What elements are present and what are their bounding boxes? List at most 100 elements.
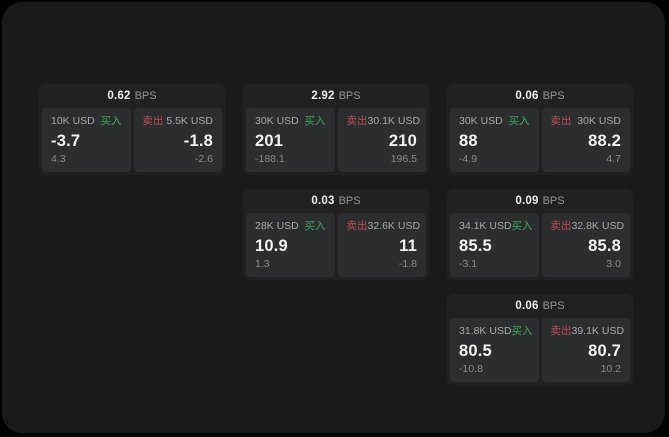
buy-price: 10.9 — [255, 237, 288, 255]
quote-card: 0.06 BPS 30K USD 买入 88 -4.9 卖出 30K USD 8… — [447, 84, 633, 175]
sell-delta: 196.5 — [390, 153, 417, 165]
buy-price: -3.7 — [51, 132, 81, 150]
quote-card: 2.92 BPS 30K USD 买入 201 -188.1 卖出 30.1K … — [243, 84, 429, 175]
buy-delta: -4.9 — [459, 153, 478, 165]
quote-card: 0.06 BPS 31.8K USD 买入 80.5 -10.8 卖出 39.1… — [447, 294, 633, 385]
sell-price: 88.2 — [588, 132, 621, 150]
sell-price: 210 — [388, 132, 417, 150]
quote-card: 0.09 BPS 34.1K USD 买入 85.5 -3.1 卖出 32.8K… — [447, 189, 633, 280]
sell-action-label[interactable]: 卖出 — [550, 220, 572, 232]
buy-price: 80.5 — [459, 342, 492, 360]
buy-action-label[interactable]: 买入 — [511, 220, 533, 232]
buy-delta: 1.3 — [255, 258, 270, 270]
sell-amount: 39.1K USD — [571, 325, 625, 337]
sell-panel[interactable]: 卖出 30K USD 88.2 4.7 — [541, 108, 630, 172]
sell-delta: 10.2 — [600, 363, 621, 375]
bps-unit-label: BPS — [338, 90, 361, 102]
buy-delta: -188.1 — [255, 153, 285, 165]
buy-panel[interactable]: 31.8K USD 买入 80.5 -10.8 — [450, 318, 539, 382]
sell-panel-top: 卖出 32.6K USD — [346, 220, 421, 232]
app-surface: 0.62 BPS 10K USD 买入 -3.7 4.3 卖出 5.5K USD… — [2, 2, 665, 433]
card-body: 31.8K USD 买入 80.5 -10.8 卖出 39.1K USD 80.… — [450, 318, 630, 382]
sell-delta: -1.8 — [398, 258, 417, 270]
sell-price: -1.8 — [183, 132, 213, 150]
buy-panel[interactable]: 30K USD 买入 88 -4.9 — [450, 108, 539, 172]
bps-value: 0.03 — [311, 195, 335, 207]
buy-panel[interactable]: 30K USD 买入 201 -188.1 — [246, 108, 335, 172]
sell-price: 85.8 — [588, 237, 621, 255]
buy-delta: -3.1 — [459, 258, 478, 270]
sell-amount: 30K USD — [577, 115, 621, 127]
sell-amount: 32.6K USD — [367, 220, 421, 232]
sell-panel[interactable]: 卖出 39.1K USD 80.7 10.2 — [541, 318, 630, 382]
sell-action-label[interactable]: 卖出 — [346, 115, 368, 127]
buy-action-label[interactable]: 买入 — [304, 220, 326, 232]
sell-panel[interactable]: 卖出 5.5K USD -1.8 -2.6 — [133, 108, 222, 172]
sell-delta: 3.0 — [606, 258, 621, 270]
buy-panel-top: 10K USD 买入 — [51, 115, 122, 127]
sell-panel[interactable]: 卖出 32.8K USD 85.8 3.0 — [541, 213, 630, 277]
buy-amount: 28K USD — [255, 220, 299, 232]
card-header: 0.06 BPS — [447, 84, 633, 108]
cards-grid: 0.62 BPS 10K USD 买入 -3.7 4.3 卖出 5.5K USD… — [39, 84, 633, 385]
card-header: 0.03 BPS — [243, 189, 429, 213]
sell-delta: -2.6 — [194, 153, 213, 165]
bps-value: 0.06 — [515, 300, 539, 312]
buy-price: 201 — [255, 132, 284, 150]
card-header: 0.09 BPS — [447, 189, 633, 213]
buy-delta: -10.8 — [459, 363, 483, 375]
quote-card: 0.62 BPS 10K USD 买入 -3.7 4.3 卖出 5.5K USD… — [39, 84, 225, 175]
sell-price: 11 — [399, 237, 417, 255]
sell-action-label[interactable]: 卖出 — [550, 325, 572, 337]
card-body: 28K USD 买入 10.9 1.3 卖出 32.6K USD 11 -1.8 — [246, 213, 426, 277]
sell-delta: 4.7 — [606, 153, 621, 165]
buy-action-label[interactable]: 买入 — [511, 325, 533, 337]
buy-panel-top: 31.8K USD 买入 — [459, 325, 533, 337]
buy-amount: 34.1K USD — [459, 220, 512, 232]
sell-panel-top: 卖出 32.8K USD — [550, 220, 625, 232]
card-body: 10K USD 买入 -3.7 4.3 卖出 5.5K USD -1.8 -2.… — [42, 108, 222, 172]
buy-action-label[interactable]: 买入 — [304, 115, 326, 127]
buy-price: 85.5 — [459, 237, 492, 255]
buy-panel[interactable]: 28K USD 买入 10.9 1.3 — [246, 213, 335, 277]
bps-value: 2.92 — [311, 90, 335, 102]
buy-panel-top: 34.1K USD 买入 — [459, 220, 533, 232]
bps-unit-label: BPS — [542, 195, 565, 207]
sell-price: 80.7 — [588, 342, 621, 360]
bps-value: 0.62 — [107, 90, 131, 102]
card-header: 0.06 BPS — [447, 294, 633, 318]
sell-panel-top: 卖出 39.1K USD — [550, 325, 625, 337]
sell-panel-top: 卖出 5.5K USD — [143, 115, 214, 127]
sell-panel-top: 卖出 30K USD — [551, 115, 622, 127]
buy-amount: 30K USD — [255, 115, 299, 127]
buy-panel-top: 30K USD 买入 — [459, 115, 530, 127]
buy-panel[interactable]: 34.1K USD 买入 85.5 -3.1 — [450, 213, 539, 277]
buy-price: 88 — [459, 132, 478, 150]
buy-panel-top: 30K USD 买入 — [255, 115, 326, 127]
bps-value: 0.09 — [515, 195, 539, 207]
buy-amount: 30K USD — [459, 115, 503, 127]
buy-action-label[interactable]: 买入 — [508, 115, 530, 127]
bps-unit-label: BPS — [542, 90, 565, 102]
sell-panel[interactable]: 卖出 30.1K USD 210 196.5 — [337, 108, 426, 172]
buy-panel-top: 28K USD 买入 — [255, 220, 326, 232]
sell-action-label[interactable]: 卖出 — [550, 115, 572, 127]
bps-unit-label: BPS — [542, 300, 565, 312]
sell-amount: 5.5K USD — [166, 115, 213, 127]
card-body: 30K USD 买入 201 -188.1 卖出 30.1K USD 210 1… — [246, 108, 426, 172]
sell-action-label[interactable]: 卖出 — [346, 220, 368, 232]
buy-delta: 4.3 — [51, 153, 66, 165]
bps-value: 0.06 — [515, 90, 539, 102]
sell-panel[interactable]: 卖出 32.6K USD 11 -1.8 — [337, 213, 426, 277]
buy-panel[interactable]: 10K USD 买入 -3.7 4.3 — [42, 108, 131, 172]
sell-amount: 30.1K USD — [367, 115, 421, 127]
sell-action-label[interactable]: 卖出 — [142, 115, 164, 127]
quote-card: 0.03 BPS 28K USD 买入 10.9 1.3 卖出 32.6K US… — [243, 189, 429, 280]
bps-unit-label: BPS — [338, 195, 361, 207]
card-header: 2.92 BPS — [243, 84, 429, 108]
card-header: 0.62 BPS — [39, 84, 225, 108]
card-body: 34.1K USD 买入 85.5 -3.1 卖出 32.8K USD 85.8… — [450, 213, 630, 277]
buy-action-label[interactable]: 买入 — [100, 115, 122, 127]
buy-amount: 31.8K USD — [459, 325, 512, 337]
sell-amount: 32.8K USD — [571, 220, 625, 232]
